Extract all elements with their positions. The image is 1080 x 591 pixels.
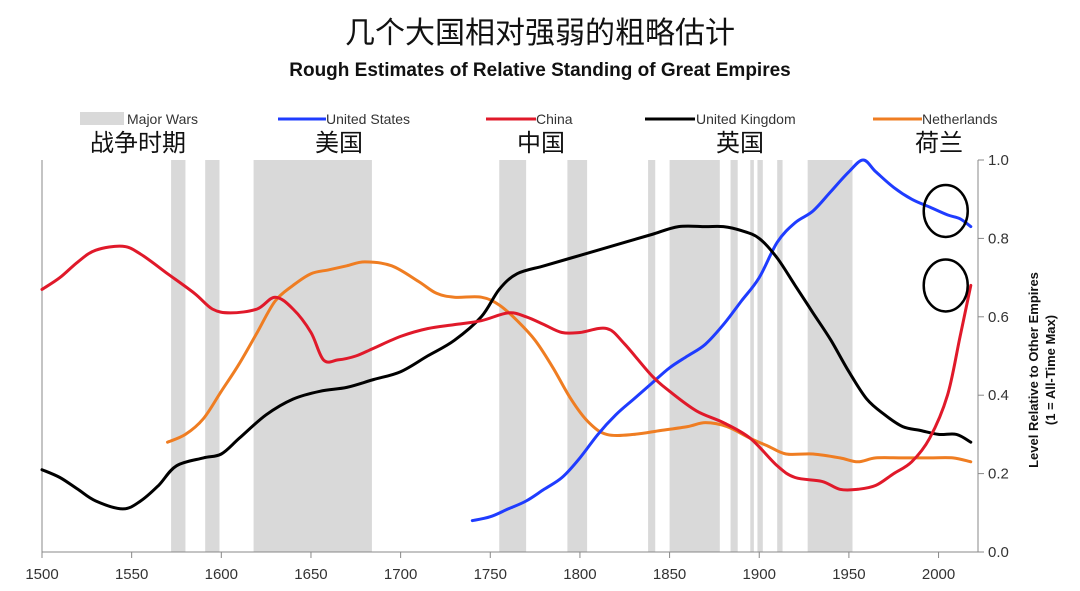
war-band [171, 160, 186, 552]
series-line-uk [40, 224, 973, 511]
legend-label-zh-us: 美国 [315, 129, 363, 157]
x-tick-label: 1900 [743, 566, 776, 583]
war-band [777, 160, 783, 552]
war-band [750, 160, 754, 552]
y-axis-label-2: (1 = All-Time Max) [1043, 315, 1058, 425]
series-line-us [470, 158, 973, 523]
legend-label-cn: China [536, 111, 573, 127]
war-band [807, 160, 853, 552]
x-tick-label: 1750 [474, 566, 507, 583]
legend-item-us[interactable]: United States 美国 [278, 111, 410, 157]
y-tick-label: 0.0 [988, 544, 1009, 561]
x-tick-label: 1550 [115, 566, 148, 583]
legend-item-nl[interactable]: Netherlands 荷兰 [873, 111, 998, 157]
war-band [567, 160, 588, 552]
x-tick-label: 1850 [653, 566, 686, 583]
series-lines [40, 158, 973, 523]
y-tick-label: 1.0 [988, 152, 1009, 169]
war-band [730, 160, 738, 552]
chart-title-zh: 几个大国相对强弱的粗略估计 [345, 16, 735, 51]
legend-item-cn[interactable]: China 中国 [486, 111, 573, 157]
y-axis-label: Level Relative to Other Empires [1026, 272, 1041, 468]
legend-label-zh-cn: 中国 [517, 129, 565, 157]
x-tick-label: 1700 [384, 566, 417, 583]
war-band [757, 160, 763, 552]
series-line-nl [166, 260, 973, 464]
annotations [922, 183, 969, 313]
y-tick-label: 0.8 [988, 230, 1009, 247]
x-tick-label: 1800 [563, 566, 596, 583]
major-wars-bands [171, 160, 853, 552]
chart-title-en: Rough Estimates of Relative Standing of … [289, 60, 791, 81]
legend-label-uk: United Kingdom [696, 111, 796, 127]
y-axis-title: Level Relative to Other Empires (1 = All… [1026, 272, 1058, 468]
annotation-circle [922, 183, 969, 239]
series-line-cn [40, 244, 973, 492]
war-band [205, 160, 220, 552]
legend-label-zh-wars: 战争时期 [90, 129, 186, 157]
legend-label-nl: Netherlands [922, 111, 998, 127]
legend-item-uk[interactable]: United Kingdom 英国 [645, 111, 796, 157]
legend-label-us: United States [326, 111, 410, 127]
legend-item-wars[interactable]: Major Wars 战争时期 [80, 111, 198, 157]
legend-label-zh-nl: 荷兰 [915, 129, 963, 157]
war-band [648, 160, 656, 552]
legend-label-wars: Major Wars [127, 111, 198, 127]
legend-label-zh-uk: 英国 [716, 129, 764, 157]
y-tick-label: 0.2 [988, 466, 1009, 483]
y-tick-label: 0.6 [988, 309, 1009, 326]
x-tick-label: 2000 [922, 566, 955, 583]
annotation-circle [922, 258, 969, 313]
x-tick-label: 1650 [294, 566, 327, 583]
war-band [669, 160, 720, 552]
legend-swatch-wars [80, 112, 124, 125]
axes: 1500 1550 1600 1650 1700 1750 1800 1850 1900 1950… [25, 152, 1009, 583]
x-tick-label: 1950 [832, 566, 865, 583]
war-band [499, 160, 527, 552]
x-tick-label: 1500 [25, 566, 58, 583]
y-tick-label: 0.4 [988, 387, 1009, 404]
x-tick-label: 1600 [205, 566, 238, 583]
legend: Major Wars 战争时期 United States 美国 China 中… [80, 111, 998, 157]
